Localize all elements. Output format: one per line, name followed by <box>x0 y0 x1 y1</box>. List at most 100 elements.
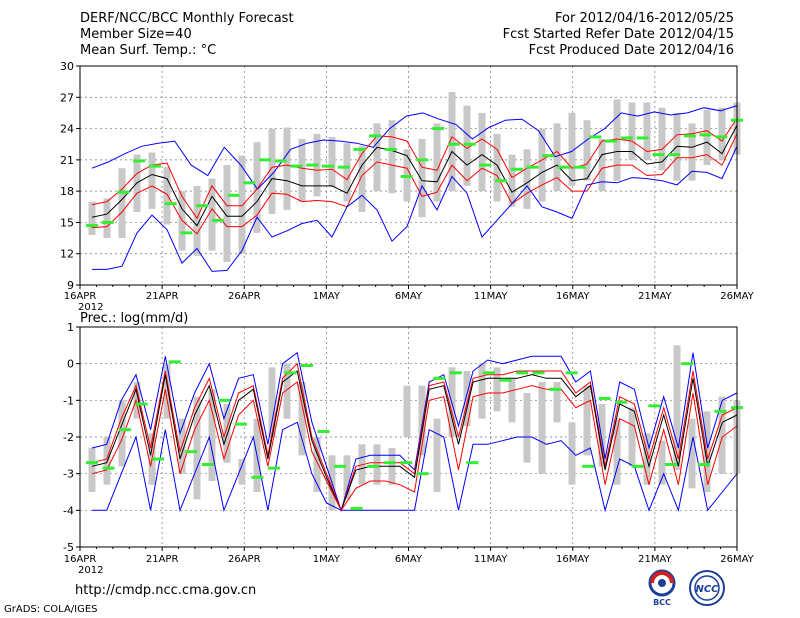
ensemble-spread-box <box>568 112 576 186</box>
ensemble-spread-box <box>223 404 231 463</box>
produced-date-line: Fcst Produced Date 2012/04/16 <box>528 43 734 58</box>
ensemble-spread-box <box>238 459 246 485</box>
series-line-upper <box>91 117 738 220</box>
ensemble-spread-box <box>343 455 351 500</box>
y-tick-label: -2 <box>63 431 74 444</box>
ensemble-spread-box <box>313 437 321 492</box>
y-tick-label: -3 <box>63 468 74 481</box>
ensemble-spread-box <box>103 198 111 239</box>
source-url[interactable]: http://cmdp.ncc.cma.gov.cn <box>75 583 257 598</box>
ensemble-spread-box <box>223 165 231 263</box>
grads-credit: GrADS: COLA/IGES <box>4 604 98 615</box>
series-line-lower <box>91 133 738 235</box>
ensemble-spread-box <box>658 440 666 485</box>
ensemble-spread-box <box>283 127 291 210</box>
member-size-line: Member Size=40 <box>80 27 192 42</box>
ensemble-spread-box <box>628 102 636 160</box>
ensemble-spread-box <box>508 154 516 207</box>
series-line-min <box>92 421 738 513</box>
series-line-min <box>92 146 738 272</box>
ensemble-spread-box <box>643 102 651 160</box>
ensemble-spread-box <box>373 123 381 192</box>
ensemble-spread-box <box>478 363 486 419</box>
x-tick-label: 26APR <box>228 554 261 565</box>
ensemble-spread-box <box>298 382 306 456</box>
y-tick-label: 21 <box>60 154 74 167</box>
x-tick-label: 16MAY <box>556 554 590 565</box>
ensemble-spread-box <box>493 133 501 202</box>
ensemble-spread-box <box>328 136 336 187</box>
ensemble-spread-box <box>358 146 366 212</box>
bcc-logo-text: BCC <box>653 598 671 607</box>
forecast-period-line: For 2012/04/16-2012/05/25 <box>555 11 734 26</box>
ncc-logo-text: NCC <box>695 584 719 595</box>
x-tick-label: 26MAY <box>720 554 754 565</box>
ensemble-spread-box <box>553 123 561 192</box>
ensemble-spread-box <box>343 143 351 202</box>
ensemble-spread-box <box>478 112 486 192</box>
x-tick-label: 16APR <box>64 554 97 565</box>
ensemble-spread-box <box>448 92 456 192</box>
ensemble-spread-box <box>433 418 441 492</box>
ensemble-spread-box <box>133 382 141 419</box>
ensemble-spread-box <box>193 185 201 256</box>
ensemble-spread-box <box>418 385 426 456</box>
ensemble-spread-box <box>268 128 276 215</box>
ensemble-spread-box <box>598 404 606 467</box>
ensemble-spread-box <box>568 422 576 485</box>
ensemble-spread-box <box>493 367 501 412</box>
started-refer-date-line: Fcst Started Refer Date 2012/04/15 <box>502 27 734 42</box>
ensemble-spread-box <box>688 123 696 181</box>
ensemble-spread-box <box>403 385 411 437</box>
ensemble-spread-box <box>418 139 426 218</box>
y-tick-label: 24 <box>60 123 74 136</box>
ensemble-spread-box <box>283 363 291 419</box>
x-tick-label: 26MAY <box>720 291 754 302</box>
variable-line: Mean Surf. Temp.: °C <box>80 43 217 58</box>
ensemble-spread-box <box>463 105 471 186</box>
series-line-max <box>91 105 738 190</box>
ensemble-spread-box <box>508 378 516 423</box>
header-right: For 2012/04/16-2012/05/25 Fcst Started R… <box>503 11 734 59</box>
x-tick-label: 6MAY <box>395 291 423 302</box>
ensemble-spread-box <box>688 418 696 489</box>
ensemble-spread-box <box>88 448 96 492</box>
y-tick-label: -5 <box>63 541 74 554</box>
ensemble-spread-box <box>433 123 441 202</box>
series-line-lower <box>91 381 738 512</box>
x-year-label: 2012 <box>78 302 103 313</box>
ncc-logo: NCC <box>689 570 725 606</box>
ensemble-spread-box <box>538 128 546 202</box>
x-tick-label: 16APR <box>64 291 97 302</box>
ensemble-spread-box <box>703 411 711 492</box>
y-tick-label: -4 <box>63 504 74 517</box>
ensemble-spread-box <box>658 107 666 171</box>
ensemble-spread-box <box>118 400 126 467</box>
ensemble-spread-box <box>463 371 471 426</box>
series-line-max <box>91 351 738 512</box>
ensemble-spread-box <box>298 139 306 202</box>
ensemble-spread-box <box>553 382 561 423</box>
ensemble-spread-box <box>163 167 171 225</box>
y-tick-label: 18 <box>60 185 74 198</box>
ensemble-spread-box <box>613 418 621 485</box>
series-line-mean <box>91 125 738 227</box>
ensemble-spread-box <box>388 120 396 194</box>
ensemble-spread-box <box>238 155 246 254</box>
ensemble-spread-box <box>268 367 276 437</box>
panel-title: Prec.: log(mm/d) <box>80 311 188 326</box>
ensemble-spread-box <box>373 444 381 485</box>
x-tick-label: 21APR <box>146 554 179 565</box>
x-tick-label: 21MAY <box>638 291 672 302</box>
ensemble-spread-box <box>193 396 201 500</box>
ensemble-spread-box <box>523 393 531 463</box>
ensemble-spread-box <box>703 109 711 166</box>
x-tick-label: 11MAY <box>474 291 508 302</box>
ensemble-spread-box <box>118 168 126 239</box>
y-tick-label: -1 <box>63 394 74 407</box>
ensemble-spread-box <box>628 407 636 467</box>
x-tick-label: 11MAY <box>474 554 508 565</box>
chart-panel-1: 9 12 15 18 21 24 27 30 16APR 21APR 26APR 1MAY 6MAY 11… <box>60 60 755 313</box>
series-line-mean <box>91 370 738 512</box>
